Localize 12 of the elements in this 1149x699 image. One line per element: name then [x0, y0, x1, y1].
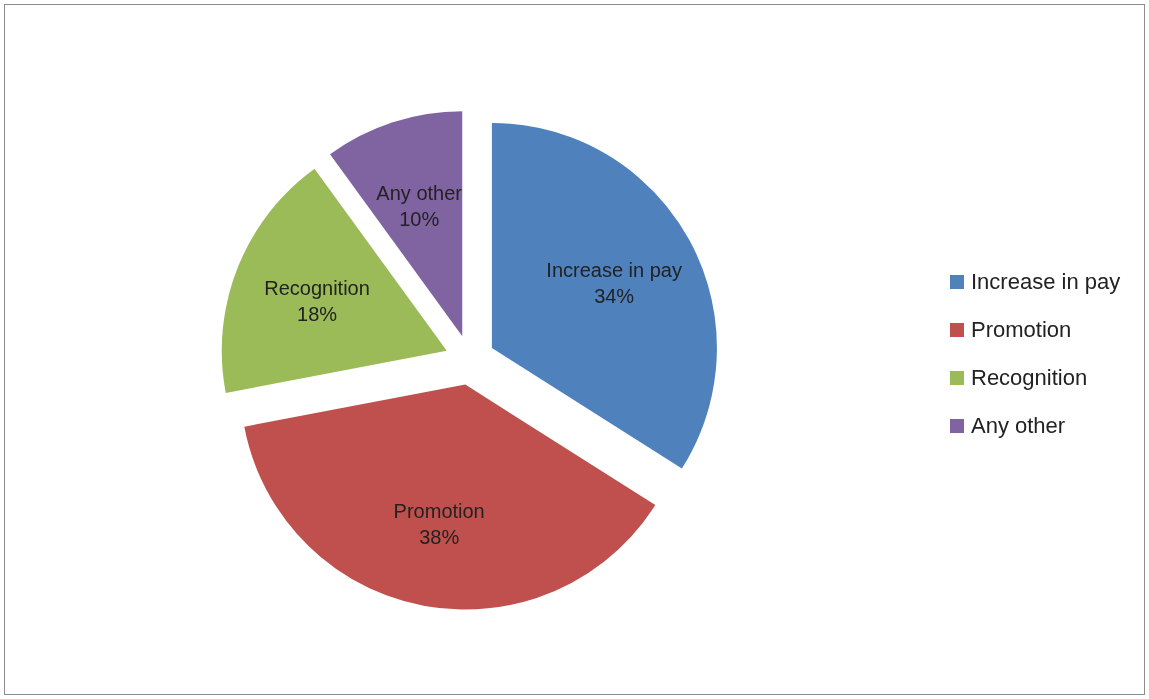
slice-label: Promotion: [393, 499, 485, 522]
data-label: 38%: [419, 525, 460, 548]
data-label: 34%: [594, 284, 635, 307]
data-label: 18%: [297, 303, 338, 326]
legend-label: Any other: [971, 413, 1066, 438]
slice-label: Increase in pay: [546, 258, 682, 281]
data-label: 10%: [399, 207, 440, 230]
legend-label: Recognition: [971, 365, 1088, 390]
legend-label: Promotion: [971, 317, 1072, 342]
legend-label: Increase in pay: [971, 269, 1121, 294]
slice-label: Recognition: [264, 277, 370, 300]
slice-label: Any other: [376, 181, 463, 204]
